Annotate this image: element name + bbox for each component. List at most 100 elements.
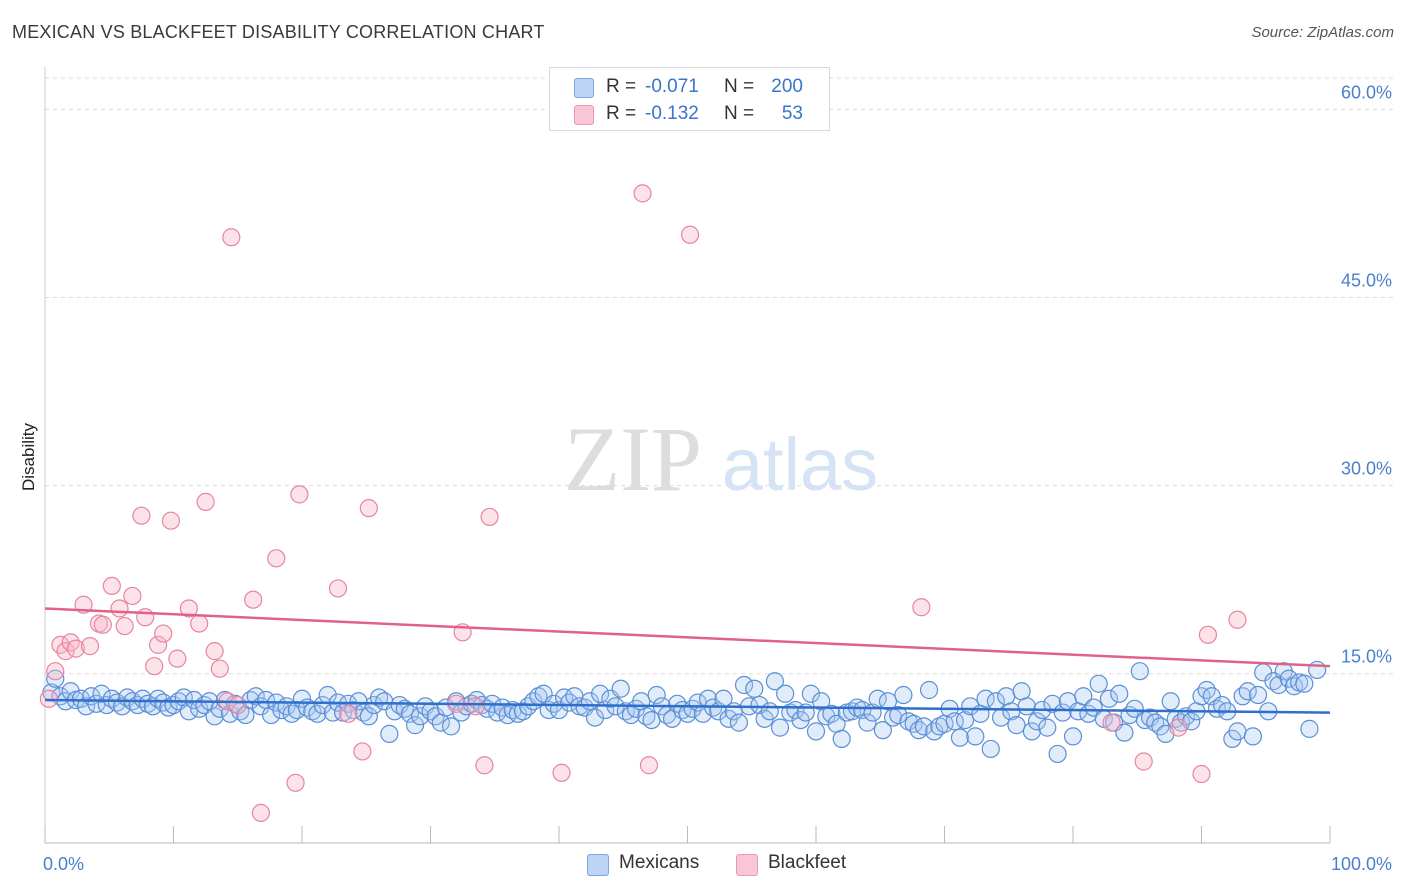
mexicans-point [765,672,784,691]
y-tick-labels: 15.0% 30.0% 45.0% 60.0% [1341,82,1392,666]
legend-r-label: R = [606,103,637,124]
mexicans-point [925,722,944,741]
blackfeet-point [1228,610,1247,629]
mexicans-point [734,675,754,695]
blackfeet-point [267,549,286,568]
blackfeet-point [639,756,659,775]
chart-source: Source: ZipAtlas.com [1251,24,1394,41]
blackfeet-point [680,225,700,244]
blackfeet-points [39,184,1247,823]
mexicans-point [632,692,651,711]
mexicans-point [801,684,820,703]
mexicans-point [1012,682,1031,701]
mexicans-point [1125,699,1144,718]
mexicans-point [1038,718,1057,737]
mexicans-point [894,685,913,705]
blackfeet-point [205,642,224,661]
mexicans-point [822,704,841,723]
mexicans-trend-line [44,698,1331,714]
legend-row-mexicans: R = -0.071 N = 200 [550,75,829,99]
blackfeet-point [46,662,65,681]
bottom-legend-label-blackfeet: Blackfeet [768,852,847,873]
mexicans-point [92,684,111,703]
mexicans-point [1238,682,1257,701]
mexicans-point [138,694,157,713]
chart-title: MEXICAN VS BLACKFEET DISABILITY CORRELAT… [12,22,545,42]
y-tick-label: 45.0% [1341,270,1392,290]
mexicans-point [914,717,934,736]
mexicans-point [611,679,630,698]
blackfeet-point [912,598,931,617]
mexicans-point [955,710,975,730]
mexicans-point [380,724,399,743]
blackfeet-point [93,615,112,634]
mexicans-point [308,704,327,723]
x-tick-labels: 0.0% 100.0% [43,854,1392,874]
blackfeet-point [353,742,372,761]
blackfeet-point [290,485,309,504]
blackfeet-point [179,599,199,618]
blackfeet-point [475,756,494,775]
watermark-atlas: atlas [722,423,878,506]
blackfeet-point [132,506,151,525]
mexicans-point [1269,675,1288,695]
mexicans-point [745,679,764,698]
mexicans-point [750,695,769,715]
mexicans-point [1248,685,1268,705]
blackfeet-point [196,492,215,511]
blackfeet-point [251,803,270,823]
mexicans-point [919,680,939,700]
blackfeet-point [1192,764,1211,784]
mexicans-point [1295,674,1314,693]
legend-n-label: N = [724,103,755,124]
legend-n-value: 53 [781,103,803,124]
mexicans-point [1161,692,1180,711]
mexicans-point [873,721,892,740]
blackfeet-point [190,614,209,633]
legend-r-label: R = [606,76,637,97]
blackfeet-point [123,586,142,606]
blackfeet-point [552,763,571,782]
legend-swatch-mexicans [574,78,594,98]
blackfeet-point [39,689,58,708]
mexicans-point [1115,723,1134,742]
mexicans-point [1063,727,1083,746]
blackfeet-point [66,639,85,658]
mexicans-point [1048,744,1067,764]
mexicans-point [981,739,1000,759]
mexicans-point [729,713,749,732]
y-tick-label: 60.0% [1341,82,1392,102]
mexicans-point [858,713,877,732]
legend-n-label: N = [724,76,755,97]
mexicans-point [585,708,605,727]
mexicans-point [1300,719,1319,738]
gridlines [45,77,1394,675]
mexicans-point [411,707,430,726]
blackfeet-point [154,624,173,643]
mexicans-point [246,687,265,706]
mexicans-point [1130,662,1149,681]
mexicans-point [349,692,368,711]
blackfeet-trend-line [44,607,1331,668]
mexicans-point [1233,687,1252,706]
mexicans-point [133,689,152,708]
bottom-legend-swatch-mexicans [587,854,609,876]
legend-row-blackfeet: R = -0.132 N = 53 [550,102,829,126]
mexicans-point [1017,697,1036,716]
mexicans-point [1084,698,1103,717]
mexicans-point [46,669,65,688]
blackfeet-point [244,590,263,609]
mexicans-point [997,687,1016,706]
mexicans-point [591,684,610,703]
legend-swatch-blackfeet [574,105,594,125]
blackfeet-point [80,637,100,656]
watermark: ZIP atlas [564,408,878,510]
y-tick-label: 15.0% [1341,647,1392,667]
mexicans-point [760,702,779,721]
mexicans-point [950,728,970,747]
mexicans-point [359,707,378,726]
blackfeet-point [286,773,305,792]
mexicans-point [1308,660,1327,680]
blackfeet-point [328,579,348,598]
